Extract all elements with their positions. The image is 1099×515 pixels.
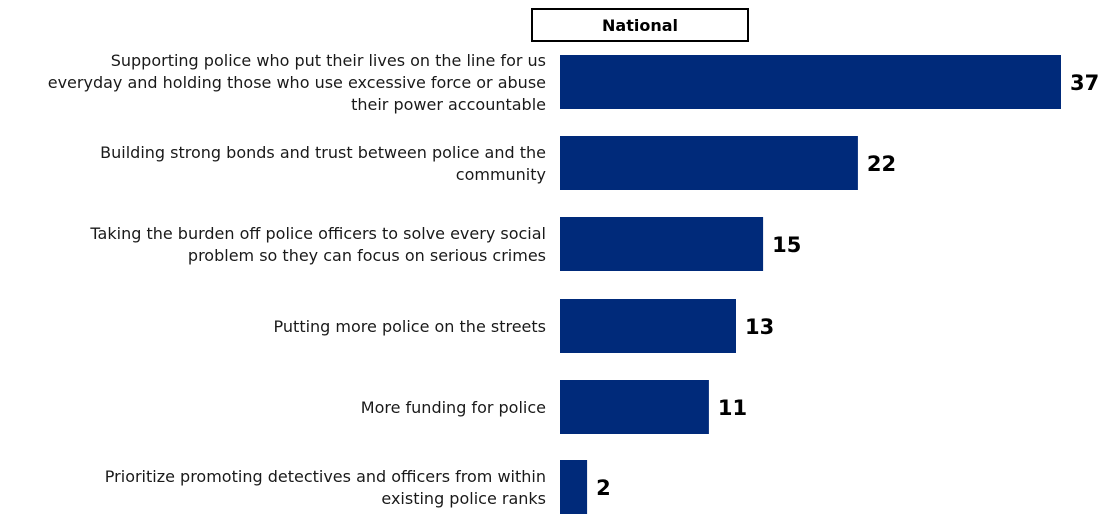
category-label-line: Supporting police who put their lives on… [111, 51, 546, 70]
category-label-1: Building strong bonds and trust between … [100, 143, 546, 184]
category-label-line: More funding for police [361, 398, 546, 417]
bar-0 [560, 55, 1061, 109]
category-label-line: problem so they can focus on serious cri… [188, 246, 546, 265]
bar-3 [560, 299, 736, 353]
category-label-line: their power accountable [351, 95, 546, 114]
category-label-2: Taking the burden off police officers to… [89, 224, 546, 265]
category-label-line: Prioritize promoting detectives and offi… [105, 467, 546, 486]
category-label-5: Prioritize promoting detectives and offi… [105, 467, 546, 508]
value-label-1: 22 [867, 152, 896, 176]
category-label-4: More funding for police [361, 398, 546, 417]
series-header-national: National [531, 8, 749, 42]
category-label-line: Building strong bonds and trust between … [100, 143, 546, 162]
value-label-2: 15 [772, 233, 801, 257]
category-label-0: Supporting police who put their lives on… [48, 51, 546, 114]
category-label-line: Taking the burden off police officers to… [89, 224, 546, 243]
category-label-3: Putting more police on the streets [274, 317, 546, 336]
category-label-line: community [456, 165, 546, 184]
bar-4 [560, 380, 709, 434]
value-label-5: 2 [596, 476, 611, 500]
bar-2 [560, 217, 764, 271]
category-label-line: everyday and holding those who use exces… [48, 73, 546, 92]
bar-5 [560, 460, 588, 514]
value-label-4: 11 [718, 396, 747, 420]
value-label-0: 37 [1070, 71, 1099, 95]
category-label-line: Putting more police on the streets [274, 317, 546, 336]
bar-1 [560, 136, 858, 190]
value-label-3: 13 [745, 315, 774, 339]
category-label-line: existing police ranks [381, 489, 546, 508]
